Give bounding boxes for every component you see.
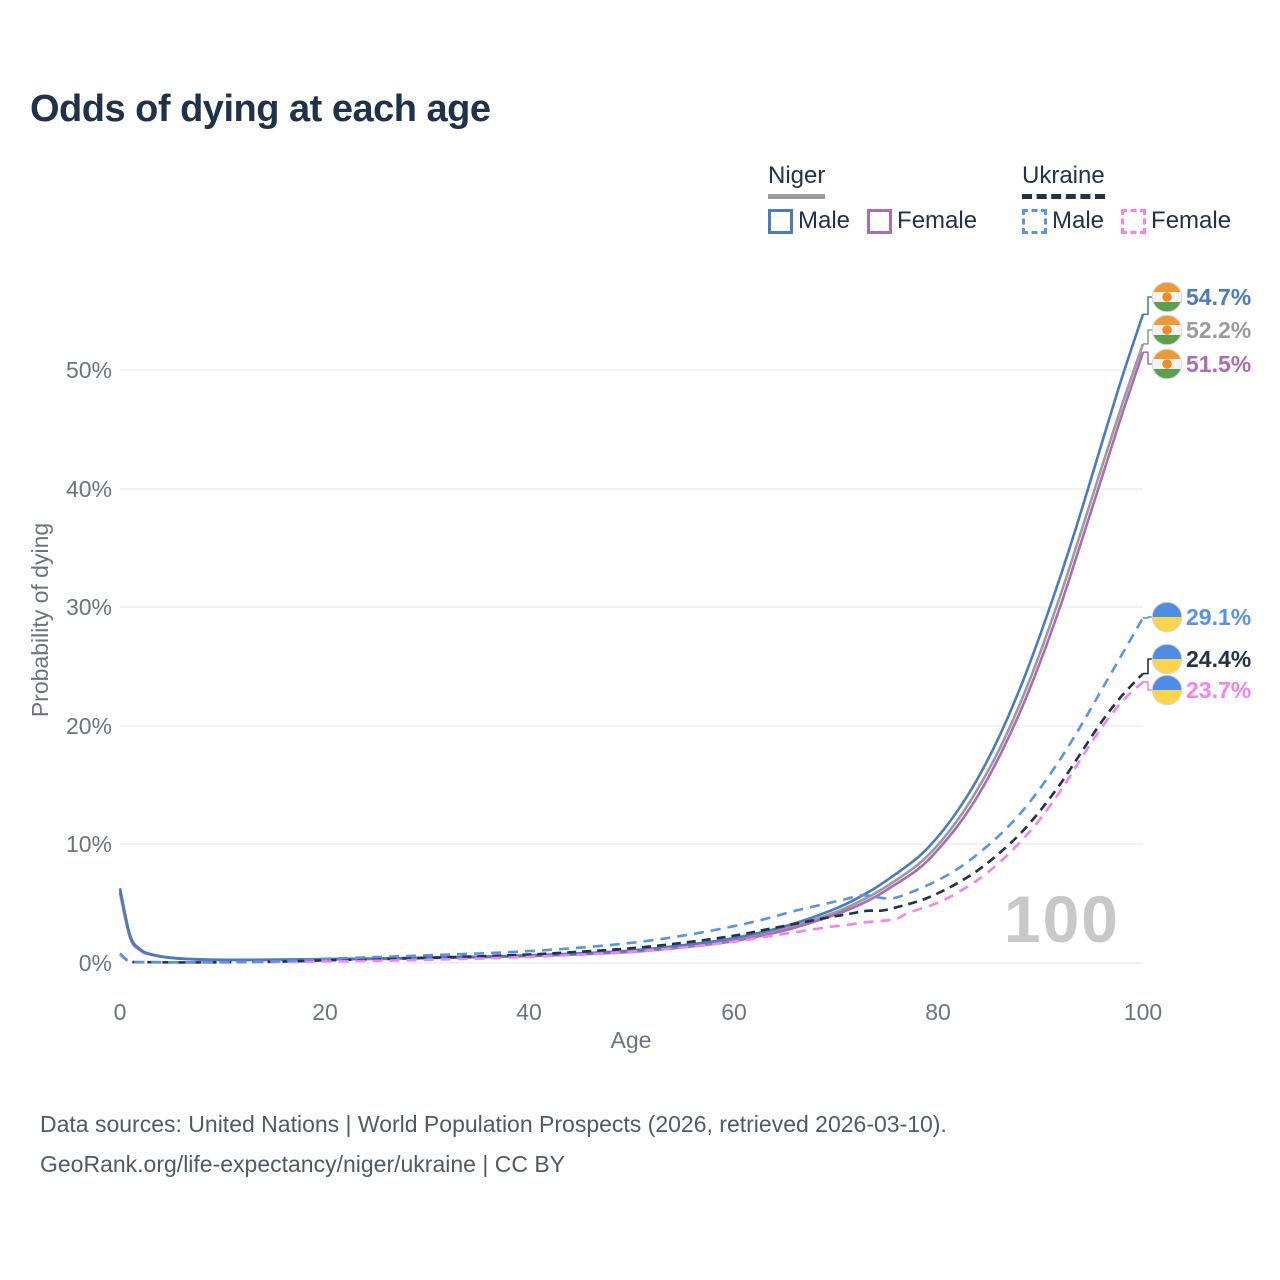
footer-attribution: Data sources: United Nations | World Pop… (40, 1104, 947, 1184)
legend-group-title-ukraine: Ukraine (1022, 162, 1105, 199)
y-tick-20: 20% (66, 713, 112, 739)
y-axis-title: Probability of dying (27, 523, 53, 717)
line-chart: 100 0% 10% 20% 30% 40% 50% 0 20 40 60 80… (27, 281, 1251, 1053)
x-axis-ticks: 0 20 40 60 80 100 (114, 999, 1163, 1025)
ukraine-flag-icon (1152, 675, 1182, 705)
y-tick-0: 0% (79, 950, 112, 976)
series-line-ukraine-female (119, 680, 1144, 964)
niger-flag-icon (1152, 282, 1182, 312)
legend-swatch-ukraine-male (1022, 208, 1047, 234)
y-tick-40: 40% (66, 476, 112, 502)
legend-label-niger-female: Female (897, 207, 978, 234)
end-label-ukraine-both: 24.4% (1186, 646, 1251, 672)
flag-ring (1151, 601, 1183, 633)
y-tick-10: 10% (66, 831, 112, 857)
series-line-ukraine-male (119, 617, 1145, 964)
niger-flag-icon (1152, 349, 1182, 379)
series-line-niger-male (118, 313, 1145, 962)
y-axis-ticks: 0% 10% 20% 30% 40% 50% (66, 357, 112, 976)
legend-label-ukraine-female: Female (1151, 207, 1232, 234)
flag-ring (1151, 348, 1183, 380)
end-label-niger-male: 54.7% (1186, 284, 1251, 310)
series-layer (118, 313, 1145, 964)
legend-swatch-ukraine-female (1121, 208, 1147, 234)
legend-swatch-niger-female (867, 208, 893, 234)
chart-title: Odds of dying at each age (30, 88, 491, 130)
x-tick-100: 100 (1124, 999, 1162, 1025)
footer-url: GeoRank.org/life-expectancy/niger/ukrain… (40, 1151, 566, 1177)
x-tick-80: 80 (925, 999, 951, 1025)
x-tick-60: 60 (721, 999, 747, 1025)
end-label-connector-ukraine-female (1143, 681, 1152, 691)
ukraine-flag-icon (1152, 644, 1182, 674)
end-label-ukraine-female: 23.7% (1186, 677, 1251, 703)
end-label-ukraine-male: 29.1% (1186, 604, 1251, 630)
x-tick-0: 0 (114, 999, 127, 1025)
flag-ring (1151, 281, 1183, 313)
flag-ring (1151, 314, 1183, 346)
legend-label-niger-male: Male (798, 207, 851, 234)
x-tick-40: 40 (516, 999, 542, 1025)
x-tick-20: 20 (312, 999, 338, 1025)
legend-items-ukraine: Male Female (1022, 207, 1248, 235)
series-line-ukraine-both (119, 672, 1144, 964)
legend-items-niger: Male Female (768, 207, 994, 235)
end-label-connector-niger-both (1143, 329, 1152, 345)
legend-group-ukraine: Ukraine Male Female (1022, 162, 1248, 235)
flag-ring (1151, 674, 1183, 706)
end-label-niger-female: 51.5% (1186, 351, 1251, 377)
end-label-niger-both: 52.2% (1186, 317, 1251, 343)
legend-group-niger: Niger Male Female (768, 162, 994, 235)
end-label-connector-niger-male (1143, 296, 1152, 316)
end-annotations (1143, 281, 1183, 706)
end-labels: 54.7% 52.2% 51.5% 29.1% 24.4% 23.7% (1186, 284, 1251, 703)
y-tick-50: 50% (66, 357, 112, 383)
legend-group-title-niger: Niger (768, 162, 826, 199)
footer-sources: Data sources: United Nations | World Pop… (40, 1111, 947, 1137)
series-line-niger-female (118, 351, 1145, 962)
series-line-niger-both (118, 343, 1145, 962)
end-label-connector-niger-female (1143, 351, 1152, 365)
y-tick-30: 30% (66, 594, 112, 620)
flag-ring (1151, 643, 1183, 675)
legend-swatch-niger-male (768, 208, 793, 234)
chart-legend: Niger Male Female Ukraine Male Female (0, 162, 1280, 242)
watermark-100: 100 (1004, 882, 1120, 956)
legend-label-ukraine-male: Male (1052, 207, 1105, 234)
gridlines (120, 369, 1143, 964)
end-label-connector-ukraine-both (1143, 658, 1152, 675)
x-axis-title: Age (611, 1027, 652, 1053)
ukraine-flag-icon (1152, 602, 1182, 632)
niger-flag-icon (1152, 315, 1182, 345)
end-label-connector-ukraine-male (1143, 616, 1152, 619)
